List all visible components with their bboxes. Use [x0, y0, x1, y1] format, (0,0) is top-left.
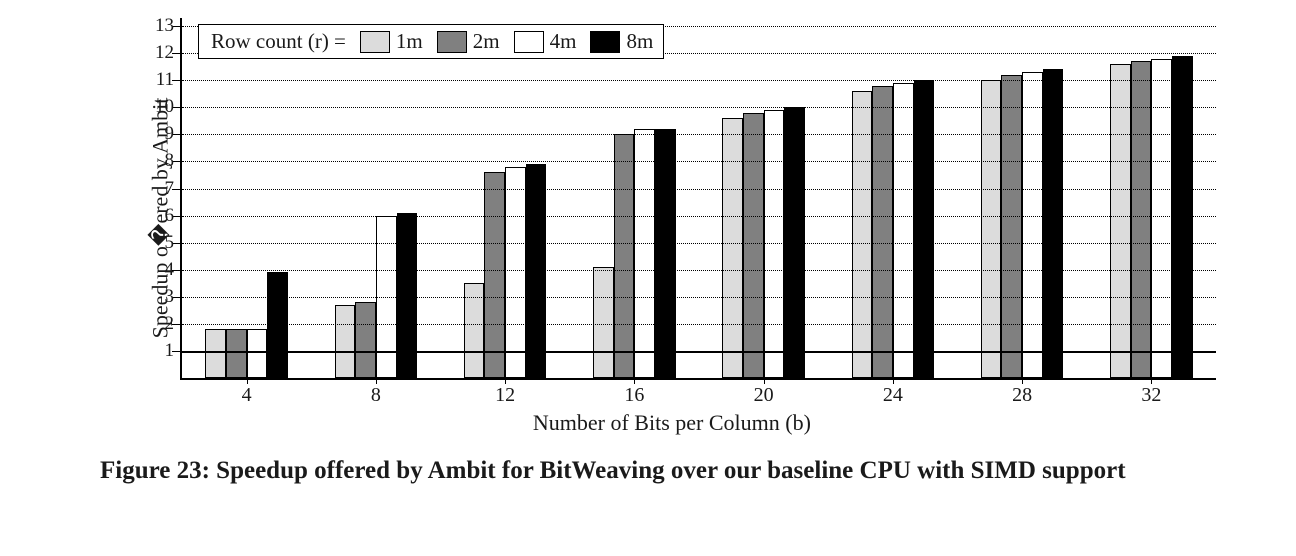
y-tick-label: 9 — [165, 123, 175, 145]
legend-item-8m: 8m — [590, 29, 653, 54]
x-tick-label: 4 — [242, 384, 252, 407]
y-tick-label: 1 — [165, 340, 175, 362]
figure-caption: Figure 23: Speedup offered by Ambit for … — [100, 454, 1216, 487]
x-tick — [634, 378, 635, 384]
legend-title: Row count (r) = — [211, 29, 346, 54]
gridline — [182, 270, 1216, 271]
bar — [205, 329, 226, 378]
swatch-4m — [514, 31, 544, 53]
gridline — [182, 216, 1216, 217]
legend-label-8m: 8m — [626, 29, 653, 54]
y-tick-label: 13 — [155, 15, 174, 37]
bar — [355, 302, 376, 378]
plot-area: Row count (r) = 1m 2m 4m 8m — [180, 18, 1216, 380]
y-tick-label: 10 — [155, 96, 174, 118]
y-tick-label: 11 — [156, 69, 174, 91]
legend-label-1m: 1m — [396, 29, 423, 54]
y-tick-label: 7 — [165, 178, 175, 200]
y-tick-label: 12 — [155, 42, 174, 64]
bar — [872, 86, 893, 378]
chart-area: Speedup o�ered by Ambit Row count (r) = … — [100, 18, 1216, 418]
bar — [893, 83, 914, 378]
y-tick-label: 3 — [165, 286, 175, 308]
gridline — [182, 161, 1216, 162]
gridline — [182, 324, 1216, 325]
gridline — [182, 80, 1216, 81]
bar — [484, 172, 505, 378]
x-tick-label: 32 — [1141, 384, 1161, 407]
bar — [1110, 64, 1131, 378]
x-tick — [764, 378, 765, 384]
legend-item-4m: 4m — [514, 29, 577, 54]
bar — [247, 329, 268, 378]
y-tick-label: 4 — [165, 259, 175, 281]
x-tick — [505, 378, 506, 384]
bar — [614, 134, 635, 378]
swatch-2m — [437, 31, 467, 53]
gridline — [182, 134, 1216, 135]
bar — [505, 167, 526, 378]
swatch-8m — [590, 31, 620, 53]
x-tick — [1151, 378, 1152, 384]
x-axis-label: Number of Bits per Column (b) — [533, 410, 811, 436]
legend: Row count (r) = 1m 2m 4m 8m — [198, 24, 664, 59]
bar — [634, 129, 655, 378]
y-tick-label: 8 — [165, 150, 175, 172]
bar — [397, 213, 418, 378]
bar — [1172, 56, 1193, 378]
baseline — [182, 351, 1216, 353]
x-tick-label: 20 — [754, 384, 774, 407]
legend-label-4m: 4m — [550, 29, 577, 54]
y-tick-label: 6 — [165, 205, 175, 227]
gridline — [182, 297, 1216, 298]
bar — [1131, 61, 1152, 378]
bar — [743, 113, 764, 378]
bar — [1022, 72, 1043, 378]
bar — [267, 272, 288, 378]
gridline — [182, 243, 1216, 244]
legend-label-2m: 2m — [473, 29, 500, 54]
bar — [593, 267, 614, 378]
bar — [226, 329, 247, 378]
bar — [764, 110, 785, 378]
bar — [914, 80, 935, 378]
legend-item-1m: 1m — [360, 29, 423, 54]
bar — [526, 164, 547, 378]
x-tick — [247, 378, 248, 384]
x-tick-label: 24 — [883, 384, 903, 407]
y-tick-label: 5 — [165, 232, 175, 254]
bar — [335, 305, 356, 378]
gridline — [182, 189, 1216, 190]
page: Speedup o�ered by Ambit Row count (r) = … — [0, 0, 1296, 556]
x-tick-label: 16 — [624, 384, 644, 407]
x-tick-label: 12 — [495, 384, 515, 407]
y-tick-label: 2 — [165, 313, 175, 335]
x-tick — [1022, 378, 1023, 384]
x-tick — [376, 378, 377, 384]
legend-item-2m: 2m — [437, 29, 500, 54]
x-tick-label: 8 — [371, 384, 381, 407]
bar — [981, 80, 1002, 378]
gridline — [182, 107, 1216, 108]
bar — [722, 118, 743, 378]
swatch-1m — [360, 31, 390, 53]
bar — [655, 129, 676, 378]
bar — [1001, 75, 1022, 378]
x-tick — [893, 378, 894, 384]
bar — [1043, 69, 1064, 378]
x-tick-label: 28 — [1012, 384, 1032, 407]
